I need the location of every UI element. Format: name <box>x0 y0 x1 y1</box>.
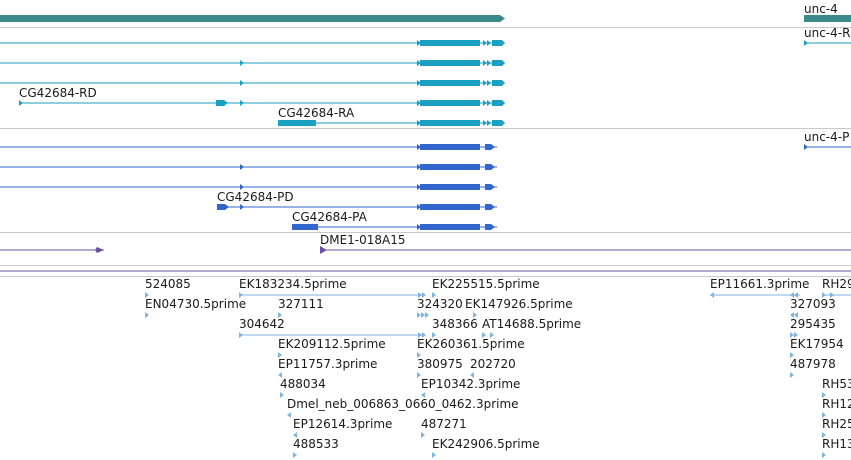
est-feature[interactable]: 304642 <box>239 317 426 338</box>
est-label: EK225515.5prime <box>432 277 540 291</box>
est-feature[interactable]: 487271 <box>421 417 467 438</box>
est-feature[interactable]: 524085 <box>145 277 191 298</box>
est-feature[interactable]: 324320 <box>417 297 463 318</box>
protein-cg42684-pd[interactable]: CG42684-PD <box>217 190 497 210</box>
est-label: 487978 <box>790 357 836 371</box>
est-label: EP11757.3prime <box>278 357 377 371</box>
est-label: EK242906.5prime <box>432 437 540 451</box>
protein-unc-4-pa[interactable]: unc-4-P <box>804 130 851 150</box>
est-feature[interactable]: EK147926.5prime <box>465 297 573 318</box>
est-label: RH29 <box>822 277 851 291</box>
transcript-label-unc-4-ra: unc-4-R <box>804 26 850 40</box>
transcript-cg42684-rd[interactable]: CG42684-RD <box>19 86 505 106</box>
est-label: EP12614.3prime <box>293 417 392 431</box>
transcript-row[interactable] <box>0 80 505 86</box>
est-label: 488533 <box>293 437 339 451</box>
est-feature[interactable]: RH25 <box>822 417 851 438</box>
protein-row[interactable] <box>0 144 497 150</box>
est-label: 487271 <box>421 417 467 431</box>
est-label: EN04730.5prime <box>145 297 246 311</box>
est-feature[interactable]: EP12614.3prime <box>293 417 392 438</box>
est-feature[interactable]: EK242906.5prime <box>432 437 540 458</box>
est-label: 348366 <box>432 317 478 331</box>
est-label: Dmel_neb_006863_0660_0462.3prime <box>287 397 519 411</box>
protein-label-unc-4-pa: unc-4-P <box>804 130 849 144</box>
est-label: EK183234.5prime <box>239 277 347 291</box>
est-feature[interactable]: RH29 <box>822 277 851 298</box>
est-feature[interactable]: 487978 <box>790 357 836 378</box>
est-feature[interactable]: EP11757.3prime <box>278 357 377 378</box>
transcript-label-cg42684-rd: CG42684-RD <box>19 86 97 100</box>
est-feature[interactable]: RH53 <box>822 377 851 398</box>
transcript-label-cg42684-ra: CG42684-RA <box>278 106 355 120</box>
transcript-cg42684-ra[interactable]: CG42684-RA <box>278 106 505 126</box>
insertion-dme1-018a15[interactable]: DME1-018A15 <box>320 233 851 254</box>
est-label: 327093 <box>790 297 836 311</box>
protein-row[interactable] <box>0 184 497 190</box>
protein-label-cg42684-pd: CG42684-PD <box>217 190 294 204</box>
est-label: RH12 <box>822 397 851 411</box>
est-label: RH53 <box>822 377 851 391</box>
est-feature[interactable]: 488034 <box>280 377 326 398</box>
est-feature[interactable]: 295435 <box>790 317 836 338</box>
est-label: EK260361.5prime <box>417 337 525 351</box>
protein-track: unc-4-P CG42684-PD <box>0 130 851 230</box>
est-feature[interactable]: Dmel_neb_006863_0660_0462.3prime <box>287 397 519 418</box>
est-label: 295435 <box>790 317 836 331</box>
gene-cg42684[interactable] <box>0 15 505 22</box>
est-track: 524085 EN04730.5prime EK183234.5prime 32… <box>145 277 851 458</box>
est-label: 524085 <box>145 277 191 291</box>
est-label: RH25 <box>822 417 851 431</box>
est-label: RH13 <box>822 437 851 451</box>
protein-row[interactable] <box>0 164 497 170</box>
protein-label-cg42684-pa: CG42684-PA <box>292 210 368 224</box>
est-label: EK209112.5prime <box>278 337 386 351</box>
gene-track: unc-4 <box>0 2 851 22</box>
transcript-unc-4-ra[interactable]: unc-4-R <box>804 26 851 46</box>
est-feature[interactable]: AT14688.5prime <box>482 317 581 338</box>
est-label: 380975 <box>417 357 463 371</box>
est-feature[interactable]: EN04730.5prime <box>145 297 246 318</box>
gene-unc-4[interactable]: unc-4 <box>804 2 851 22</box>
est-feature[interactable]: EK260361.5prime <box>417 337 525 358</box>
est-label: 324320 <box>417 297 463 311</box>
est-label: 327111 <box>278 297 324 311</box>
est-label: EK17954 <box>790 337 844 351</box>
gene-label-unc-4: unc-4 <box>804 2 838 16</box>
est-feature[interactable]: EK183234.5prime <box>239 277 426 298</box>
est-feature[interactable]: RH13 <box>822 437 851 458</box>
est-feature[interactable]: EP10342.3prime <box>421 377 520 398</box>
est-label: EP10342.3prime <box>421 377 520 391</box>
est-feature[interactable]: 202720 <box>470 357 516 378</box>
insertion-track: DME1-018A15 <box>0 233 851 254</box>
protein-cg42684-pa[interactable]: CG42684-PA <box>292 210 497 230</box>
est-label: 304642 <box>239 317 285 331</box>
est-feature[interactable]: 380975 <box>417 357 463 378</box>
est-label: 488034 <box>280 377 326 391</box>
est-feature[interactable]: 488533 <box>293 437 339 458</box>
transcript-row[interactable] <box>0 40 505 46</box>
est-feature[interactable]: 348366 <box>432 317 478 338</box>
est-feature[interactable]: EK17954 <box>790 337 844 358</box>
est-label: EP11661.3prime <box>710 277 809 291</box>
est-feature[interactable]: EK225515.5prime <box>432 277 540 298</box>
est-feature[interactable]: 327093 <box>790 297 836 318</box>
transcript-row[interactable] <box>0 60 505 66</box>
est-feature[interactable]: EP11661.3prime <box>710 277 809 298</box>
rna-track: unc-4-R <box>0 26 851 126</box>
est-label: 202720 <box>470 357 516 371</box>
insertion-row[interactable] <box>0 247 104 253</box>
est-feature[interactable]: RH12 <box>822 397 851 418</box>
est-feature[interactable]: EK209112.5prime <box>278 337 386 358</box>
est-label: AT14688.5prime <box>482 317 581 331</box>
est-label: EK147926.5prime <box>465 297 573 311</box>
est-feature[interactable]: 327111 <box>278 297 324 318</box>
insertion-label-dme1-018a15: DME1-018A15 <box>320 233 406 247</box>
